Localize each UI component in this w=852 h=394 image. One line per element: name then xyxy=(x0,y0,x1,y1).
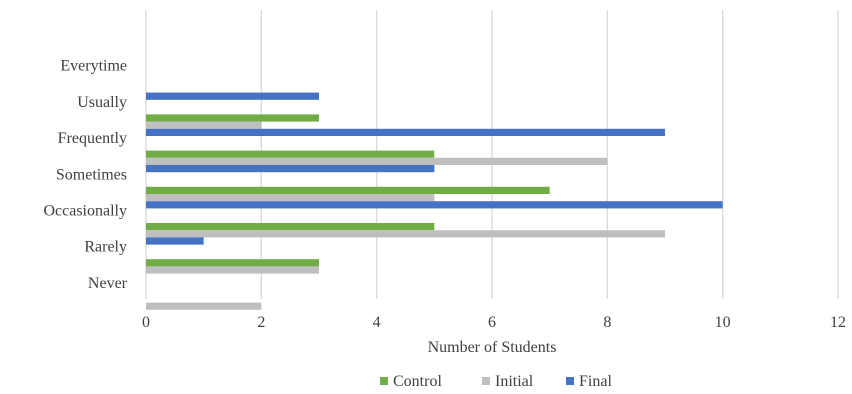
legend-swatch-control xyxy=(380,377,388,385)
x-tick-label: 12 xyxy=(830,314,846,331)
category-label: Usually xyxy=(77,94,127,111)
legend-swatch-final xyxy=(566,377,574,385)
bar-initial-rarely xyxy=(146,266,319,274)
bar-initial-occasionally xyxy=(146,230,665,238)
category-label: Everytime xyxy=(60,58,127,75)
bar-control-frequently xyxy=(146,150,435,158)
legend-swatch-initial xyxy=(482,377,490,385)
bar-control-sometimes xyxy=(146,186,550,194)
x-axis-title: Number of Students xyxy=(428,339,557,356)
bar-control-rarely xyxy=(146,259,319,267)
bar-final-everytime xyxy=(146,92,319,100)
x-tick-label: 2 xyxy=(257,314,265,331)
bar-initial-sometimes xyxy=(146,194,435,202)
bar-control-usually xyxy=(146,114,319,122)
y-axis-categories: Everytime Usually Frequently Sometimes Occas… xyxy=(43,58,127,292)
bar-control-occasionally xyxy=(146,223,435,231)
legend: Control Initial Final xyxy=(380,373,612,390)
bar-final-occasionally xyxy=(146,237,204,245)
category-label: Sometimes xyxy=(56,166,127,183)
bars xyxy=(146,92,723,310)
x-tick-label: 4 xyxy=(373,314,381,331)
legend-label-final: Final xyxy=(579,373,612,390)
legend-label-control: Control xyxy=(393,373,442,390)
bar-initial-usually xyxy=(146,121,262,129)
bar-final-frequently xyxy=(146,165,435,173)
bar-final-sometimes xyxy=(146,201,723,209)
category-label: Rarely xyxy=(84,239,127,256)
category-label: Never xyxy=(88,275,128,292)
category-label: Occasionally xyxy=(43,202,127,219)
category-label: Frequently xyxy=(58,130,127,147)
x-axis-ticks: 0 2 4 6 8 10 12 xyxy=(142,314,846,331)
bar-final-usually xyxy=(146,128,665,136)
x-tick-label: 10 xyxy=(715,314,731,331)
bar-initial-frequently xyxy=(146,157,608,165)
x-tick-label: 6 xyxy=(488,314,496,331)
bar-initial-never xyxy=(146,302,262,310)
legend-label-initial: Initial xyxy=(495,373,534,390)
x-tick-label: 0 xyxy=(142,314,150,331)
x-tick-label: 8 xyxy=(603,314,611,331)
